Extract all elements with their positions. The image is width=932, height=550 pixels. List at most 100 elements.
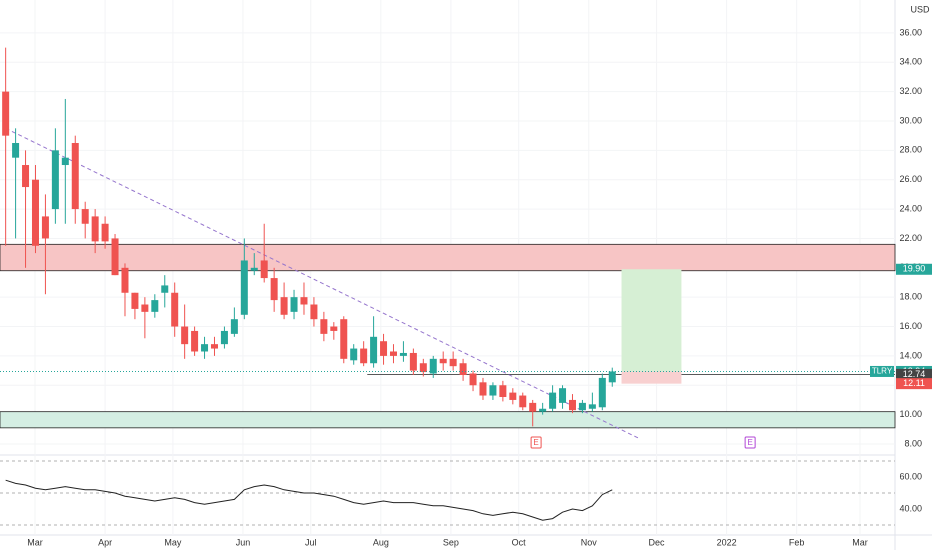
candle-body	[568, 399, 576, 411]
zone	[0, 243, 896, 272]
y-tick-label: 18.00	[899, 292, 922, 302]
candle-body	[161, 285, 169, 293]
candle-body	[529, 402, 537, 412]
event-label: E	[747, 438, 752, 447]
target-zone	[621, 269, 682, 372]
candle-body	[310, 304, 318, 320]
candle-body	[419, 363, 427, 373]
candle-body	[191, 330, 199, 352]
candle-body	[469, 373, 477, 386]
y-tick-label: 32.00	[899, 86, 922, 96]
y-tick-label: 22.00	[899, 233, 922, 243]
candle-body	[81, 209, 89, 224]
candle-body	[230, 319, 238, 334]
zone	[0, 411, 896, 429]
candle-body	[270, 278, 278, 301]
price-tag	[896, 368, 932, 380]
candle-body	[608, 371, 616, 383]
candle-body	[260, 260, 268, 279]
price-tag-label: 19.90	[903, 264, 926, 274]
y-tick-label: 36.00	[899, 27, 922, 37]
candle-body	[429, 358, 437, 374]
candle-body	[380, 341, 388, 356]
x-tick-label: Aug	[373, 537, 389, 547]
y-tick-label: 28.00	[899, 145, 922, 155]
candle-body	[171, 292, 179, 327]
rsi-line	[5, 479, 613, 521]
candle-body	[220, 330, 228, 345]
symbol-label: TLRY	[872, 367, 893, 376]
candle-body	[360, 348, 368, 364]
candle-body	[2, 91, 10, 136]
candle-body	[121, 267, 129, 293]
candle-body	[12, 143, 20, 158]
y-tick-label: 24.00	[899, 203, 922, 213]
candle-body	[588, 404, 596, 409]
x-tick-label: 2022	[717, 537, 737, 547]
x-tick-label: Mar	[27, 537, 43, 547]
price-tag	[896, 263, 932, 275]
candle-body	[91, 216, 99, 242]
x-tick-label: Mar	[852, 537, 868, 547]
candle-body	[240, 260, 248, 315]
candle-body	[101, 223, 109, 242]
candle-body	[350, 348, 358, 361]
candle-body	[409, 352, 417, 371]
candle-body	[389, 351, 397, 356]
candle-body	[439, 358, 447, 364]
x-tick-label: Dec	[649, 537, 666, 547]
candle-body	[250, 267, 258, 271]
y-tick-label: 16.00	[899, 321, 922, 331]
candle-body	[71, 143, 79, 210]
candle-body	[51, 150, 59, 210]
price-tag	[896, 378, 932, 390]
candle-body	[111, 238, 119, 276]
candle-body	[549, 392, 557, 409]
candle-body	[479, 382, 487, 396]
candle-body	[370, 336, 378, 364]
y-tick-label: 10.00	[899, 409, 922, 419]
x-tick-label: May	[164, 537, 182, 547]
candle-body	[131, 292, 139, 309]
currency: USD	[910, 4, 930, 14]
candle-body	[22, 165, 30, 188]
candle-body	[31, 179, 39, 246]
candle-body	[330, 326, 338, 331]
candle-body	[499, 385, 507, 398]
price-tag-label: 12.11	[903, 378, 925, 388]
candle-body	[181, 326, 189, 345]
candle-body	[280, 297, 288, 315]
x-tick-label: Feb	[789, 537, 805, 547]
candle-body	[41, 216, 49, 239]
y-tick-label: 26.00	[899, 174, 922, 184]
candle-body	[210, 344, 218, 349]
trendline	[5, 127, 639, 439]
candle-body	[539, 408, 547, 412]
x-tick-label: Oct	[512, 537, 527, 547]
candle-body	[340, 319, 348, 359]
x-tick-label: Nov	[581, 537, 598, 547]
event-marker	[530, 436, 542, 449]
candle-body	[559, 388, 567, 403]
y-tick-label: 30.00	[899, 115, 922, 125]
candle-body	[61, 157, 69, 166]
candle-body	[290, 297, 298, 312]
candle-body	[399, 352, 407, 356]
x-tick-label: Jul	[305, 537, 317, 547]
rsi-tick-label: 40.00	[899, 503, 922, 513]
x-tick-label: Apr	[98, 537, 112, 547]
candle-body	[449, 358, 457, 367]
candle-body	[151, 300, 159, 312]
candle-body	[578, 402, 586, 411]
candle-body	[598, 377, 606, 408]
rsi-tick-label: 60.00	[899, 471, 922, 481]
price-tag-label: 12.74	[903, 369, 926, 379]
x-tick-label: Sep	[443, 537, 459, 547]
stop-zone	[621, 371, 682, 384]
x-tick-label: Jun	[236, 537, 251, 547]
candle-body	[141, 304, 149, 312]
candle-body	[519, 395, 527, 408]
candle-body	[320, 319, 328, 334]
